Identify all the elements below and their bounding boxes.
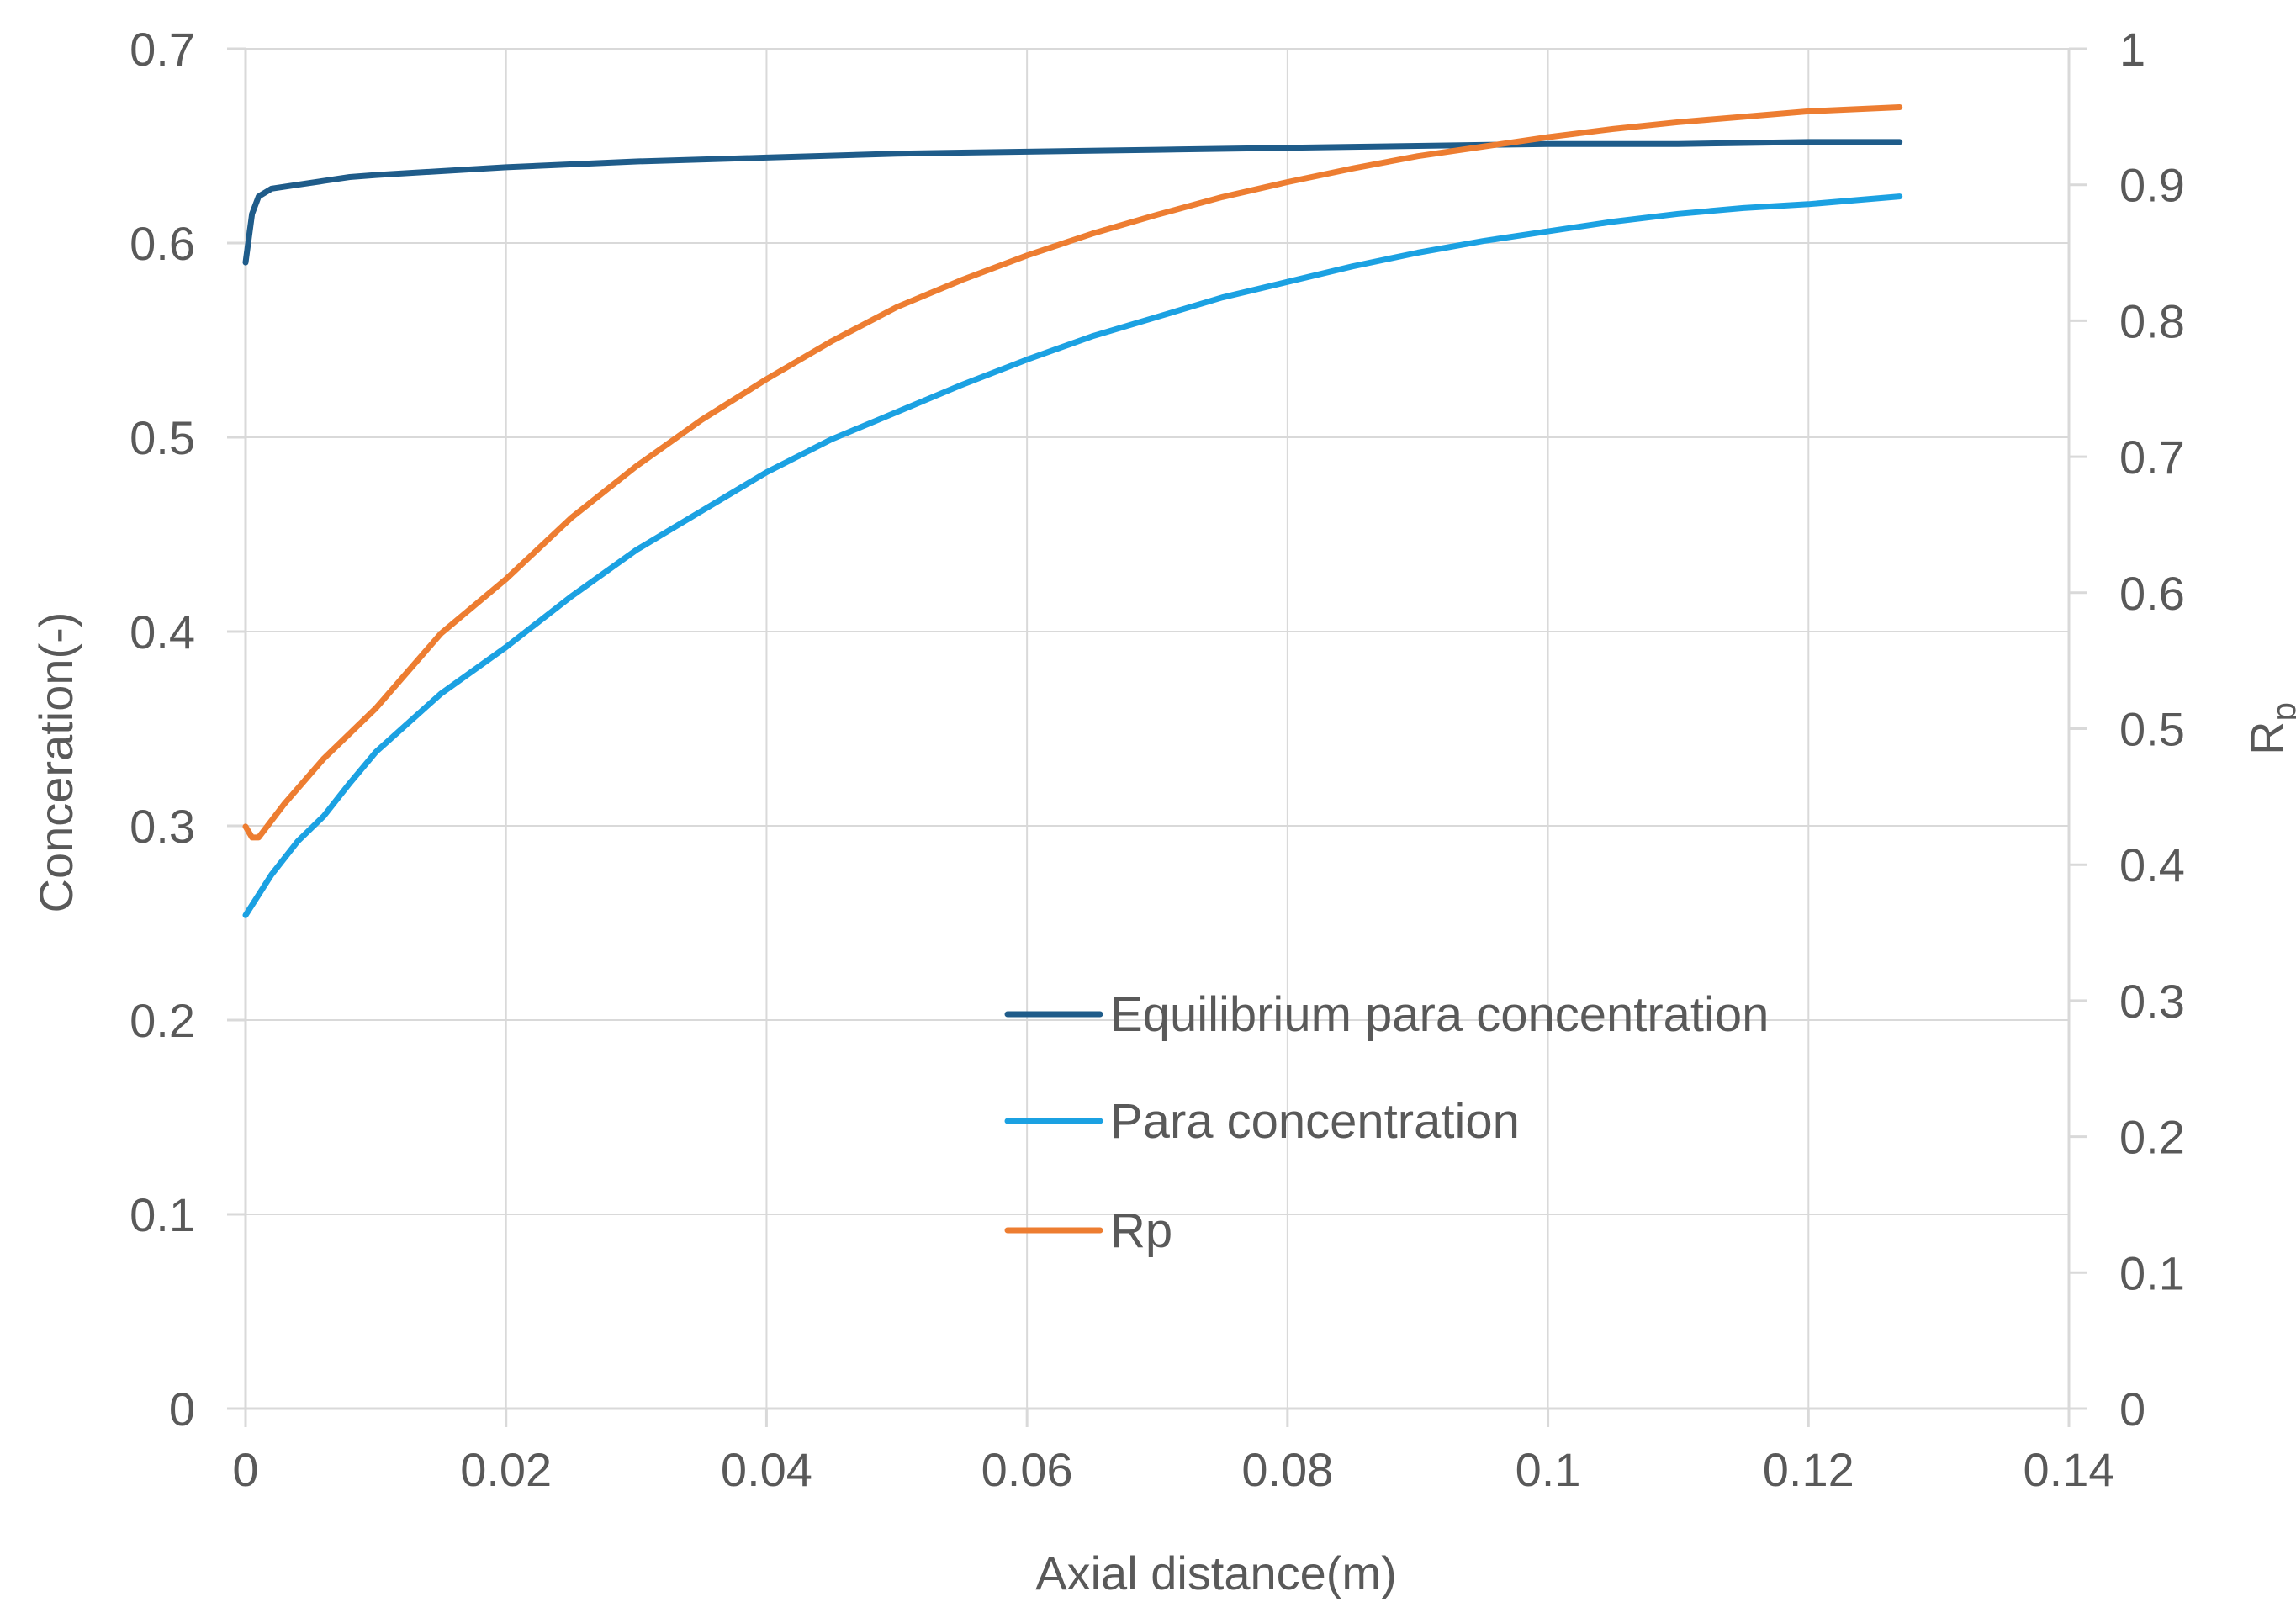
y2-axis-title: Rp — [2240, 702, 2296, 755]
y-tick-label: 0.1 — [130, 1188, 195, 1241]
y-tick-label: 0.7 — [130, 23, 195, 76]
y2-tick-label: 0.7 — [2119, 431, 2185, 484]
legend-label: Rp — [1110, 1203, 1172, 1258]
x-tick-label: 0.06 — [981, 1443, 1073, 1496]
series-lines — [242, 104, 1903, 918]
y-tick-label: 0 — [169, 1383, 195, 1436]
x-axis-title: Axial distance(m) — [1035, 1547, 1396, 1599]
series-line-para-concentration — [242, 193, 1903, 918]
y-tick-label: 0.3 — [130, 800, 195, 853]
y-tick-label: 0.2 — [130, 994, 195, 1047]
legend-label: Equilibrium para concentration — [1110, 987, 1769, 1042]
y-tick-label: 0.6 — [130, 217, 195, 270]
x-tick-label: 0.02 — [460, 1443, 552, 1496]
y-tick-label: 0.5 — [130, 411, 195, 464]
y2-tick-label: 0.6 — [2119, 567, 2185, 620]
legend: Equilibrium para concentration Para conce… — [1004, 987, 1769, 1258]
x-tick-label: 0.1 — [1516, 1443, 1581, 1496]
y2-tick-label: 0.9 — [2119, 159, 2185, 212]
y2-tick-label: 0 — [2119, 1383, 2145, 1436]
y2-axis-title-subscript: p — [2266, 702, 2296, 721]
y2-tick-label: 0.8 — [2119, 294, 2185, 347]
tick-labels: 0 0.1 0.2 0.3 0.4 0.5 0.6 0.7 0 0.1 0.2 0.3 0.4 0.5 0.… — [130, 23, 2185, 1496]
y-axis-title: Conceration(-) — [29, 612, 82, 913]
y2-tick-label: 0.3 — [2119, 975, 2185, 1028]
axis-titles: Axial distance(m) Conceration(-) Rp — [29, 612, 2296, 1599]
y2-tick-label: 0.2 — [2119, 1111, 2185, 1164]
y2-axis-title-base: R — [2240, 721, 2293, 754]
x-tick-label: 0.04 — [721, 1443, 812, 1496]
x-tick-label: 0.08 — [1241, 1443, 1333, 1496]
series-line-rp — [242, 104, 1903, 841]
x-tick-label: 0.14 — [2024, 1443, 2115, 1496]
x-tick-label: 0.12 — [1763, 1443, 1854, 1496]
series-line-equilibrium-para-concentration — [242, 139, 1903, 266]
y2-tick-label: 1 — [2119, 23, 2145, 76]
y2-tick-label: 0.4 — [2119, 838, 2185, 891]
y-tick-label: 0.4 — [130, 605, 195, 658]
x-tick-label: 0 — [232, 1443, 258, 1496]
y2-tick-label: 0.1 — [2119, 1246, 2185, 1299]
legend-label: Para concentration — [1110, 1094, 1520, 1149]
y2-tick-label: 0.5 — [2119, 703, 2185, 756]
axes — [227, 47, 2087, 1427]
